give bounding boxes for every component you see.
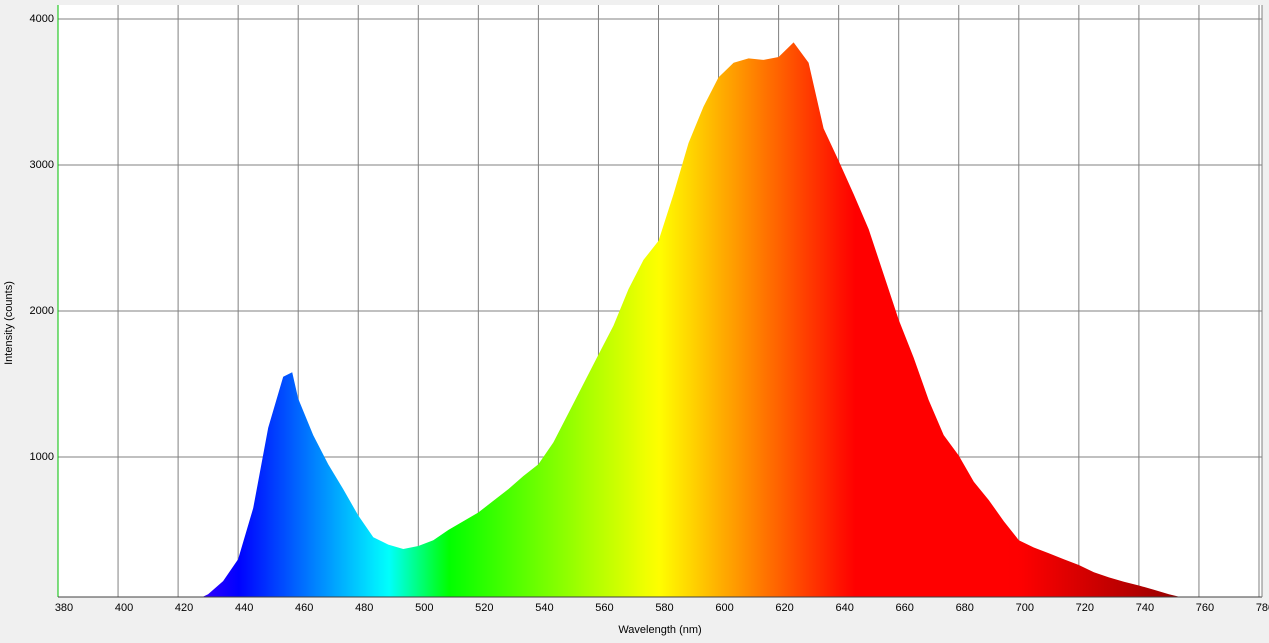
y-tick-label: 2000 [30, 305, 54, 317]
x-tick-label: 660 [896, 602, 914, 614]
x-tick-label: 520 [475, 602, 493, 614]
x-tick-label: 680 [956, 602, 974, 614]
x-tick-label: 640 [835, 602, 853, 614]
x-axis-label: Wavelength (nm) [618, 624, 701, 636]
x-tick-label: 740 [1136, 602, 1154, 614]
y-tick-label: 3000 [30, 159, 54, 171]
x-tick-label: 780 [1256, 602, 1269, 614]
x-tick-label: 460 [295, 602, 313, 614]
x-tick-label: 500 [415, 602, 433, 614]
x-tick-label: 380 [55, 602, 73, 614]
x-tick-label: 600 [715, 602, 733, 614]
x-tick-label: 760 [1196, 602, 1214, 614]
x-tick-label: 480 [355, 602, 373, 614]
x-tick-label: 420 [175, 602, 193, 614]
y-axis-label: Intensity (counts) [3, 281, 15, 365]
x-tick-label: 580 [655, 602, 673, 614]
x-tick-label: 700 [1016, 602, 1034, 614]
x-tick-label: 620 [775, 602, 793, 614]
y-tick-label: 1000 [30, 451, 54, 463]
spectrum-area [178, 42, 1199, 597]
x-tick-label: 440 [235, 602, 253, 614]
x-tick-label: 400 [115, 602, 133, 614]
x-tick-label: 540 [535, 602, 553, 614]
y-tick-label: 4000 [30, 13, 54, 25]
x-tick-label: 560 [595, 602, 613, 614]
x-tick-label: 720 [1076, 602, 1094, 614]
